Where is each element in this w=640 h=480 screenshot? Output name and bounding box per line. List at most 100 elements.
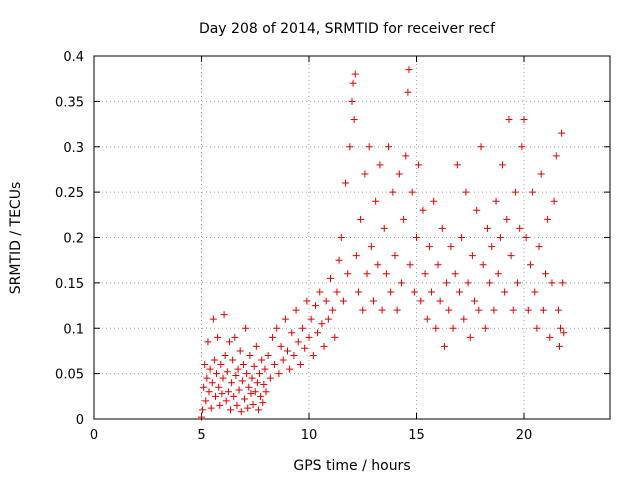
data-point <box>372 197 380 205</box>
data-point <box>237 408 245 416</box>
y-tick-label: 0.2 <box>63 232 84 247</box>
data-point <box>253 379 261 387</box>
data-point <box>324 315 332 323</box>
data-point <box>475 306 483 314</box>
data-point <box>201 361 209 369</box>
data-point <box>456 288 463 296</box>
data-point <box>233 401 241 409</box>
data-point <box>337 234 345 241</box>
data-point <box>290 351 298 359</box>
x-axis-label: GPS time / hours <box>293 458 410 474</box>
data-point <box>370 297 377 305</box>
data-point <box>464 279 472 287</box>
data-point <box>247 390 255 398</box>
data-point <box>213 370 221 378</box>
data-point <box>346 143 354 151</box>
data-point <box>539 306 547 314</box>
data-point <box>248 374 256 382</box>
data-point <box>219 374 227 382</box>
data-point <box>235 386 243 394</box>
data-point <box>261 365 269 373</box>
data-point <box>514 279 522 287</box>
data-point <box>296 361 304 369</box>
data-point <box>554 306 562 314</box>
data-point <box>507 252 515 260</box>
x-tick-label: 0 <box>90 428 98 443</box>
data-point <box>216 401 224 409</box>
y-tick-label: 0.25 <box>55 186 84 201</box>
data-point <box>434 261 442 269</box>
data-point <box>211 392 219 400</box>
data-point <box>449 324 457 332</box>
data-point <box>206 365 214 373</box>
data-point <box>250 362 258 370</box>
data-point <box>207 404 215 412</box>
data-point <box>249 400 257 408</box>
data-point <box>458 234 466 241</box>
data-point <box>218 390 226 398</box>
points-layer <box>198 66 568 421</box>
data-point <box>443 279 451 287</box>
data-point <box>238 377 246 385</box>
data-point <box>400 215 408 223</box>
data-point <box>209 315 217 323</box>
data-point <box>404 88 412 96</box>
data-point <box>423 315 431 323</box>
data-point <box>286 365 294 373</box>
data-point <box>294 338 302 346</box>
data-point <box>220 311 228 319</box>
data-point <box>288 329 296 337</box>
data-point <box>406 261 414 269</box>
data-point <box>436 297 444 305</box>
data-point <box>361 170 369 178</box>
data-point <box>391 252 399 260</box>
data-point <box>273 324 281 332</box>
data-point <box>552 152 560 160</box>
data-point <box>309 351 317 359</box>
data-point <box>245 383 253 391</box>
data-point <box>376 161 384 169</box>
data-point <box>559 279 567 287</box>
data-point <box>352 252 360 260</box>
data-point <box>408 188 416 196</box>
data-point <box>509 306 517 314</box>
data-point <box>524 306 532 314</box>
data-point <box>299 324 307 332</box>
data-point <box>526 261 534 269</box>
data-point <box>320 342 328 350</box>
data-point <box>305 333 313 341</box>
data-point <box>382 270 390 278</box>
data-point <box>284 347 291 355</box>
data-point <box>428 288 436 296</box>
data-point <box>560 329 568 337</box>
data-point <box>453 161 461 169</box>
data-point <box>378 306 386 314</box>
y-tick-label: 0.1 <box>63 322 84 337</box>
data-point <box>357 215 365 223</box>
data-point <box>481 324 489 332</box>
data-point <box>242 324 250 332</box>
data-point <box>199 406 207 414</box>
data-point <box>303 297 311 305</box>
chart-title: Day 208 of 2014, SRMTID for receiver rec… <box>199 21 496 37</box>
data-point <box>217 361 225 369</box>
data-point <box>533 324 541 332</box>
y-tick-label: 0.4 <box>63 50 84 65</box>
data-point <box>413 234 420 241</box>
data-point <box>483 224 491 232</box>
data-point <box>260 381 268 389</box>
data-point <box>339 297 347 305</box>
data-point <box>516 224 524 232</box>
data-point <box>503 215 511 223</box>
data-point <box>415 161 423 169</box>
data-point <box>307 315 315 323</box>
data-point <box>494 270 502 278</box>
data-point <box>387 288 395 296</box>
data-point <box>492 197 500 205</box>
data-point <box>268 333 276 341</box>
x-tick-label: 15 <box>408 428 425 443</box>
data-point <box>537 170 545 178</box>
data-point <box>430 197 438 205</box>
data-point <box>259 399 267 407</box>
data-point <box>421 270 429 278</box>
